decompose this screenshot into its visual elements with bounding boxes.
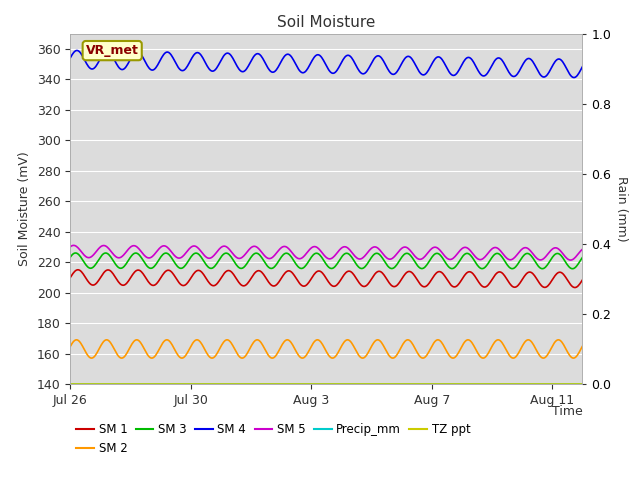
SM 5	[299, 254, 307, 260]
SM 4	[579, 64, 586, 70]
SM 2	[299, 355, 307, 361]
SM 3	[67, 254, 74, 260]
Precip_mm	[579, 381, 586, 387]
SM 4	[570, 75, 578, 81]
Y-axis label: Rain (mm): Rain (mm)	[615, 176, 628, 241]
SM 1	[67, 275, 74, 280]
Line: SM 5: SM 5	[70, 245, 582, 260]
SM 1	[410, 271, 417, 277]
SM 5	[453, 252, 461, 257]
Line: SM 3: SM 3	[70, 253, 582, 269]
SM 5	[67, 244, 74, 250]
TZ ppt	[298, 381, 306, 387]
SM 1	[453, 283, 461, 289]
SM 5	[410, 251, 417, 257]
SM 2	[410, 344, 418, 349]
TZ ppt	[67, 381, 74, 387]
SM 4	[74, 48, 81, 53]
TZ ppt	[368, 381, 376, 387]
Line: SM 1: SM 1	[70, 270, 582, 288]
SM 2	[67, 343, 74, 349]
SM 1	[571, 285, 579, 290]
SM 3	[453, 262, 461, 268]
Line: SM 2: SM 2	[70, 340, 582, 358]
SM 4	[369, 58, 377, 63]
TZ ppt	[198, 381, 206, 387]
SM 3	[299, 265, 307, 271]
SM 2	[158, 341, 166, 347]
Line: SM 4: SM 4	[70, 50, 582, 78]
TZ ppt	[157, 381, 165, 387]
Precip_mm	[67, 381, 74, 387]
SM 1	[158, 273, 166, 279]
SM 5	[70, 242, 77, 248]
SM 2	[370, 340, 378, 346]
TZ ppt	[408, 381, 416, 387]
Precip_mm	[452, 381, 460, 387]
Precip_mm	[198, 381, 206, 387]
SM 3	[568, 266, 576, 272]
SM 2	[314, 337, 321, 343]
Text: VR_met: VR_met	[86, 44, 139, 57]
SM 5	[566, 257, 574, 263]
SM 2	[199, 343, 207, 349]
SM 3	[579, 254, 586, 260]
SM 1	[369, 274, 377, 279]
SM 1	[579, 277, 586, 283]
SM 4	[158, 54, 166, 60]
Title: Soil Moisture: Soil Moisture	[277, 15, 376, 30]
SM 2	[118, 355, 125, 361]
SM 2	[454, 351, 461, 357]
Precip_mm	[157, 381, 165, 387]
SM 3	[72, 250, 79, 256]
TZ ppt	[452, 381, 460, 387]
Precip_mm	[408, 381, 416, 387]
SM 5	[158, 243, 166, 249]
SM 3	[199, 257, 207, 263]
SM 1	[74, 267, 82, 273]
SM 2	[579, 343, 586, 349]
SM 4	[199, 55, 207, 61]
SM 1	[299, 283, 307, 289]
SM 4	[410, 58, 417, 64]
Precip_mm	[368, 381, 376, 387]
TZ ppt	[579, 381, 586, 387]
SM 5	[369, 244, 377, 250]
SM 3	[158, 253, 166, 259]
SM 1	[199, 271, 207, 276]
SM 4	[67, 55, 74, 60]
Legend: SM 1, SM 2, SM 3, SM 4, SM 5, Precip_mm, TZ ppt: SM 1, SM 2, SM 3, SM 4, SM 5, Precip_mm,…	[76, 423, 470, 455]
SM 5	[199, 251, 207, 257]
SM 4	[453, 71, 461, 76]
SM 4	[299, 70, 307, 76]
SM 3	[410, 256, 417, 262]
SM 3	[369, 252, 377, 258]
Precip_mm	[298, 381, 306, 387]
Y-axis label: Soil Moisture (mV): Soil Moisture (mV)	[19, 151, 31, 266]
SM 5	[579, 246, 586, 252]
Text: Time: Time	[552, 405, 582, 418]
